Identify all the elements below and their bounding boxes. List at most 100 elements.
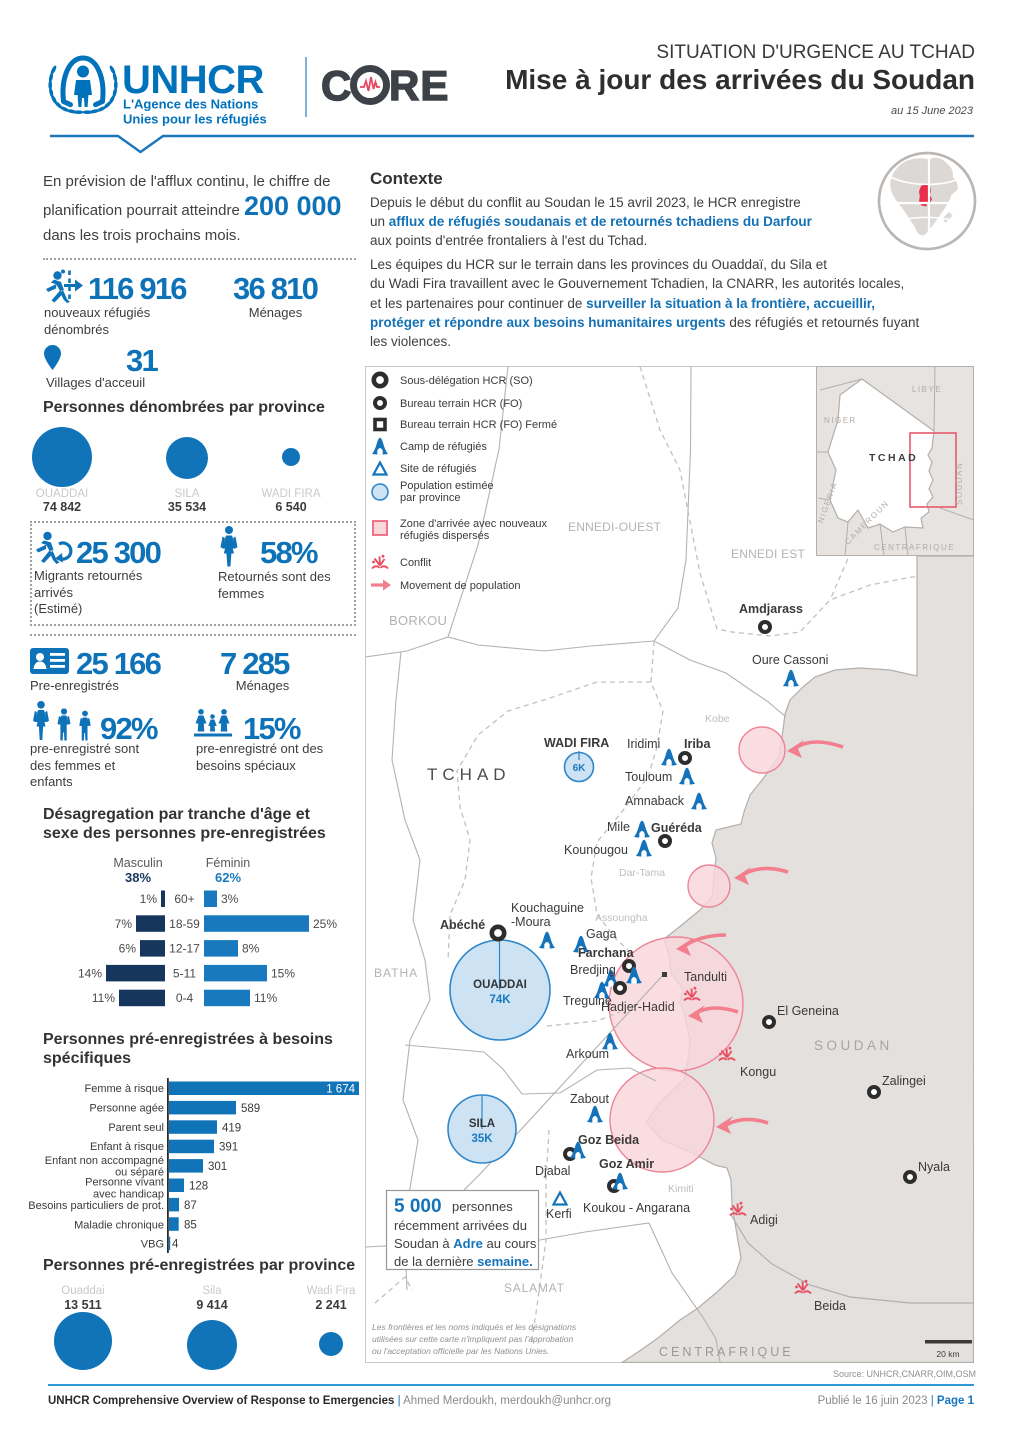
svg-text:5-11: 5-11 [173, 966, 196, 980]
svg-text:Femme à risque: Femme à risque [85, 1083, 164, 1095]
svg-text:Unies pour les réfugiés: Unies pour les réfugiés [123, 112, 267, 127]
svg-text:CENTRAFRIQUE: CENTRAFRIQUE [874, 543, 955, 552]
svg-text:Guéréda: Guéréda [651, 821, 703, 835]
svg-text:Iridimi: Iridimi [627, 737, 660, 751]
svg-text:4: 4 [172, 1239, 179, 1251]
svg-text:NIGER: NIGER [824, 416, 857, 425]
svg-text:Adigi: Adigi [750, 1213, 778, 1227]
svg-text:Population estimée: Population estimée [400, 480, 494, 492]
svg-text:1%: 1% [140, 892, 158, 906]
svg-text:589: 589 [241, 1103, 260, 1115]
svg-text:Zabout: Zabout [570, 1092, 609, 1106]
svg-text:utilisées sur cette carte n'i: utilisées sur cette carte n'impliquent p… [372, 1334, 573, 1344]
svg-text:Camp de réfugiés: Camp de réfugiés [400, 441, 487, 453]
svg-text:réfugiés dispersés: réfugiés dispersés [400, 530, 490, 542]
svg-text:récemment arrivées du: récemment arrivées du [394, 1218, 527, 1233]
svg-text:11%: 11% [92, 991, 115, 1005]
svg-text:Personne agée: Personne agée [89, 1102, 164, 1114]
svg-text:Mile: Mile [607, 820, 630, 834]
svg-text:UNHCR: UNHCR [122, 58, 265, 102]
svg-text:Iriba: Iriba [684, 737, 711, 751]
svg-text:-Moura: -Moura [511, 915, 551, 929]
svg-text:Hadjer-Hadid: Hadjer-Hadid [601, 1000, 675, 1014]
svg-text:BORKOU: BORKOU [389, 613, 447, 628]
svg-text:Goz Amir: Goz Amir [599, 1157, 654, 1171]
svg-text:VBG: VBG [141, 1239, 164, 1251]
svg-text:SOUDAN: SOUDAN [955, 462, 964, 505]
svg-text:Kounougou: Kounougou [564, 843, 628, 857]
svg-text:Kimiti: Kimiti [668, 1183, 694, 1195]
svg-text:Amnaback: Amnaback [625, 794, 685, 808]
svg-text:Kongu: Kongu [740, 1065, 776, 1079]
svg-text:Nyala: Nyala [918, 1160, 950, 1174]
svg-text:1 674: 1 674 [326, 1084, 355, 1096]
svg-text:Enfant à risque: Enfant à risque [90, 1141, 164, 1153]
svg-text:RE: RE [389, 64, 449, 106]
svg-text:L'Agence des Nations: L'Agence des Nations [123, 97, 258, 112]
svg-text:de la dernière semaine.: de la dernière semaine. [394, 1254, 533, 1269]
svg-text:25%: 25% [313, 917, 337, 931]
svg-text:3%: 3% [221, 892, 239, 906]
svg-text:Féminin: Féminin [206, 856, 251, 870]
svg-text:35K: 35K [471, 1133, 493, 1145]
svg-text:Bredjing: Bredjing [570, 963, 616, 977]
svg-text:Bureau terrain HCR (FO) Fermé: Bureau terrain HCR (FO) Fermé [400, 419, 557, 431]
svg-text:301: 301 [208, 1161, 227, 1173]
svg-text:391: 391 [219, 1142, 238, 1154]
svg-text:Assoungha: Assoungha [595, 912, 648, 924]
svg-text:SILA: SILA [469, 1118, 495, 1130]
svg-text:Kobe: Kobe [705, 713, 730, 725]
svg-text:20 km: 20 km [936, 1349, 959, 1359]
svg-text:Goz Beida: Goz Beida [578, 1133, 640, 1147]
svg-text:128: 128 [189, 1181, 208, 1193]
svg-text:Kouchaguine: Kouchaguine [511, 901, 584, 915]
svg-text:LIBYE: LIBYE [912, 385, 942, 394]
svg-text:15%: 15% [271, 966, 295, 980]
svg-text:Zalingei: Zalingei [882, 1074, 926, 1088]
svg-text:85: 85 [184, 1219, 197, 1231]
svg-text:Amdjarass: Amdjarass [739, 602, 803, 616]
svg-text:Oure Cassoni: Oure Cassoni [752, 653, 828, 667]
svg-text:5 000: 5 000 [394, 1196, 442, 1217]
svg-text:personnes: personnes [452, 1199, 513, 1214]
svg-text:87: 87 [184, 1200, 197, 1212]
svg-text:6%: 6% [119, 942, 137, 956]
svg-text:Parent seul: Parent seul [108, 1122, 164, 1134]
svg-text:OUADDAI: OUADDAI [473, 979, 527, 991]
svg-text:11%: 11% [254, 991, 277, 1005]
svg-text:Soudan à Adre au cours: Soudan à Adre au cours [394, 1236, 537, 1251]
svg-text:Zone d'arrivée avec nouveaux: Zone d'arrivée avec nouveaux [400, 518, 548, 530]
svg-text:62%: 62% [215, 870, 241, 885]
svg-text:El Geneina: El Geneina [777, 1004, 839, 1018]
svg-text:Koukou - Angarana: Koukou - Angarana [583, 1201, 690, 1215]
svg-text:par province: par province [400, 492, 461, 504]
svg-text:SOUDAN: SOUDAN [814, 1038, 893, 1053]
svg-text:Arkoum: Arkoum [566, 1047, 609, 1061]
svg-text:ou l'acceptation officielle pa: ou l'acceptation officielle par les Nati… [372, 1346, 549, 1356]
svg-text:38%: 38% [125, 870, 151, 885]
svg-text:SALAMAT: SALAMAT [504, 1281, 565, 1295]
svg-text:Personne vivant: Personne vivant [85, 1177, 164, 1189]
svg-text:C: C [321, 64, 351, 106]
svg-text:Kerfi: Kerfi [546, 1207, 572, 1221]
svg-text:ou séparé: ou séparé [115, 1167, 164, 1179]
svg-text:BATHA: BATHA [374, 966, 418, 980]
svg-text:Sous-délégation HCR (SO): Sous-délégation HCR (SO) [400, 375, 533, 387]
svg-text:14%: 14% [78, 966, 102, 980]
svg-text:Gaga: Gaga [586, 927, 617, 941]
svg-text:Conflit: Conflit [400, 557, 431, 569]
svg-text:Dar-Tama: Dar-Tama [619, 867, 665, 879]
svg-text:8%: 8% [242, 942, 260, 956]
svg-text:Tandulti: Tandulti [684, 970, 727, 984]
svg-text:419: 419 [222, 1122, 241, 1134]
svg-text:Abéché: Abéché [440, 918, 485, 932]
svg-text:12-17: 12-17 [169, 942, 200, 956]
svg-text:Enfant non accompagné: Enfant non accompagné [45, 1155, 164, 1167]
svg-text:Maladie chronique: Maladie chronique [74, 1219, 164, 1231]
svg-text:7%: 7% [115, 917, 133, 931]
svg-text:0-4: 0-4 [176, 991, 194, 1005]
svg-text:Treguine: Treguine [563, 994, 612, 1008]
svg-text:Farchana: Farchana [578, 946, 635, 960]
svg-text:TCHAD: TCHAD [869, 452, 918, 464]
svg-text:18-59: 18-59 [169, 917, 200, 931]
